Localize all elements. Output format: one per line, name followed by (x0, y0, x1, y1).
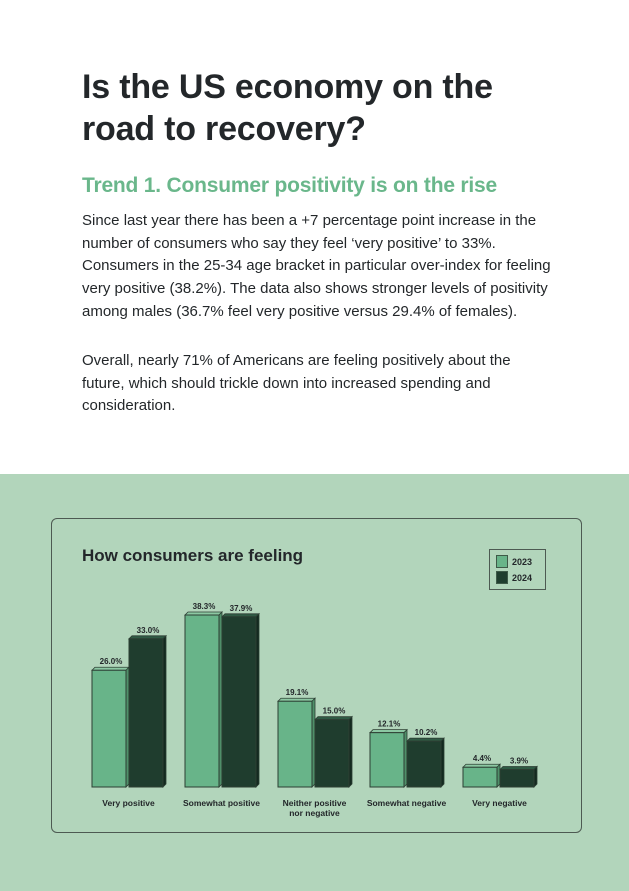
category-label: Somewhat positive (183, 798, 260, 808)
bar-value-label: 10.2% (415, 728, 438, 737)
category-label: Neither positive (283, 798, 347, 808)
bar-2024-0 (128, 638, 164, 788)
bar-value-label: 15.0% (323, 707, 346, 716)
legend-label: 2024 (512, 572, 533, 583)
bar-2024-2 (314, 719, 350, 788)
bar-value-label: 37.9% (230, 604, 253, 613)
bar-2024-1 (221, 616, 257, 788)
legend-item-2023: 2023 (496, 555, 532, 568)
bar-value-label: 33.0% (137, 626, 160, 635)
trend-heading: Trend 1. Consumer positivity is on the r… (82, 174, 497, 197)
bar-2023-3 (369, 732, 405, 788)
bar-2024-4 (499, 768, 535, 788)
bar-2023-0 (91, 669, 127, 788)
bar-value-label: 19.1% (286, 688, 309, 697)
bar-2024-3 (406, 740, 442, 788)
category-label: nor negative (289, 808, 340, 818)
chart-card (51, 518, 582, 833)
bar-value-label: 38.3% (193, 602, 216, 611)
legend-item-2024: 2024 (496, 571, 532, 584)
category-label: Very positive (102, 798, 155, 808)
chart-title: How consumers are feeling (82, 546, 304, 565)
bar-value-label: 4.4% (473, 754, 491, 763)
bar-2023-1 (184, 614, 220, 788)
legend-swatch-2023 (496, 555, 508, 568)
page-title: Is the US economy on the road to recover… (82, 68, 493, 148)
bar-value-label: 12.1% (378, 720, 401, 729)
legend-label: 2023 (512, 556, 533, 567)
article-section: Is the US economy on the road to recover… (82, 68, 551, 415)
category-label: Very negative (472, 798, 527, 808)
category-label: Somewhat negative (367, 798, 447, 808)
bar-value-label: 3.9% (510, 756, 528, 765)
body-paragraph: Overall, nearly 71% of Americans are fee… (82, 352, 511, 415)
chart-legend: 2023 2024 (489, 549, 546, 590)
body-paragraph: Since last year there has been a +7 perc… (82, 212, 551, 320)
bar-value-label: 26.0% (100, 657, 123, 666)
bar-2023-4 (462, 766, 498, 788)
bar-2023-2 (277, 700, 313, 788)
legend-swatch-2024 (496, 571, 508, 584)
